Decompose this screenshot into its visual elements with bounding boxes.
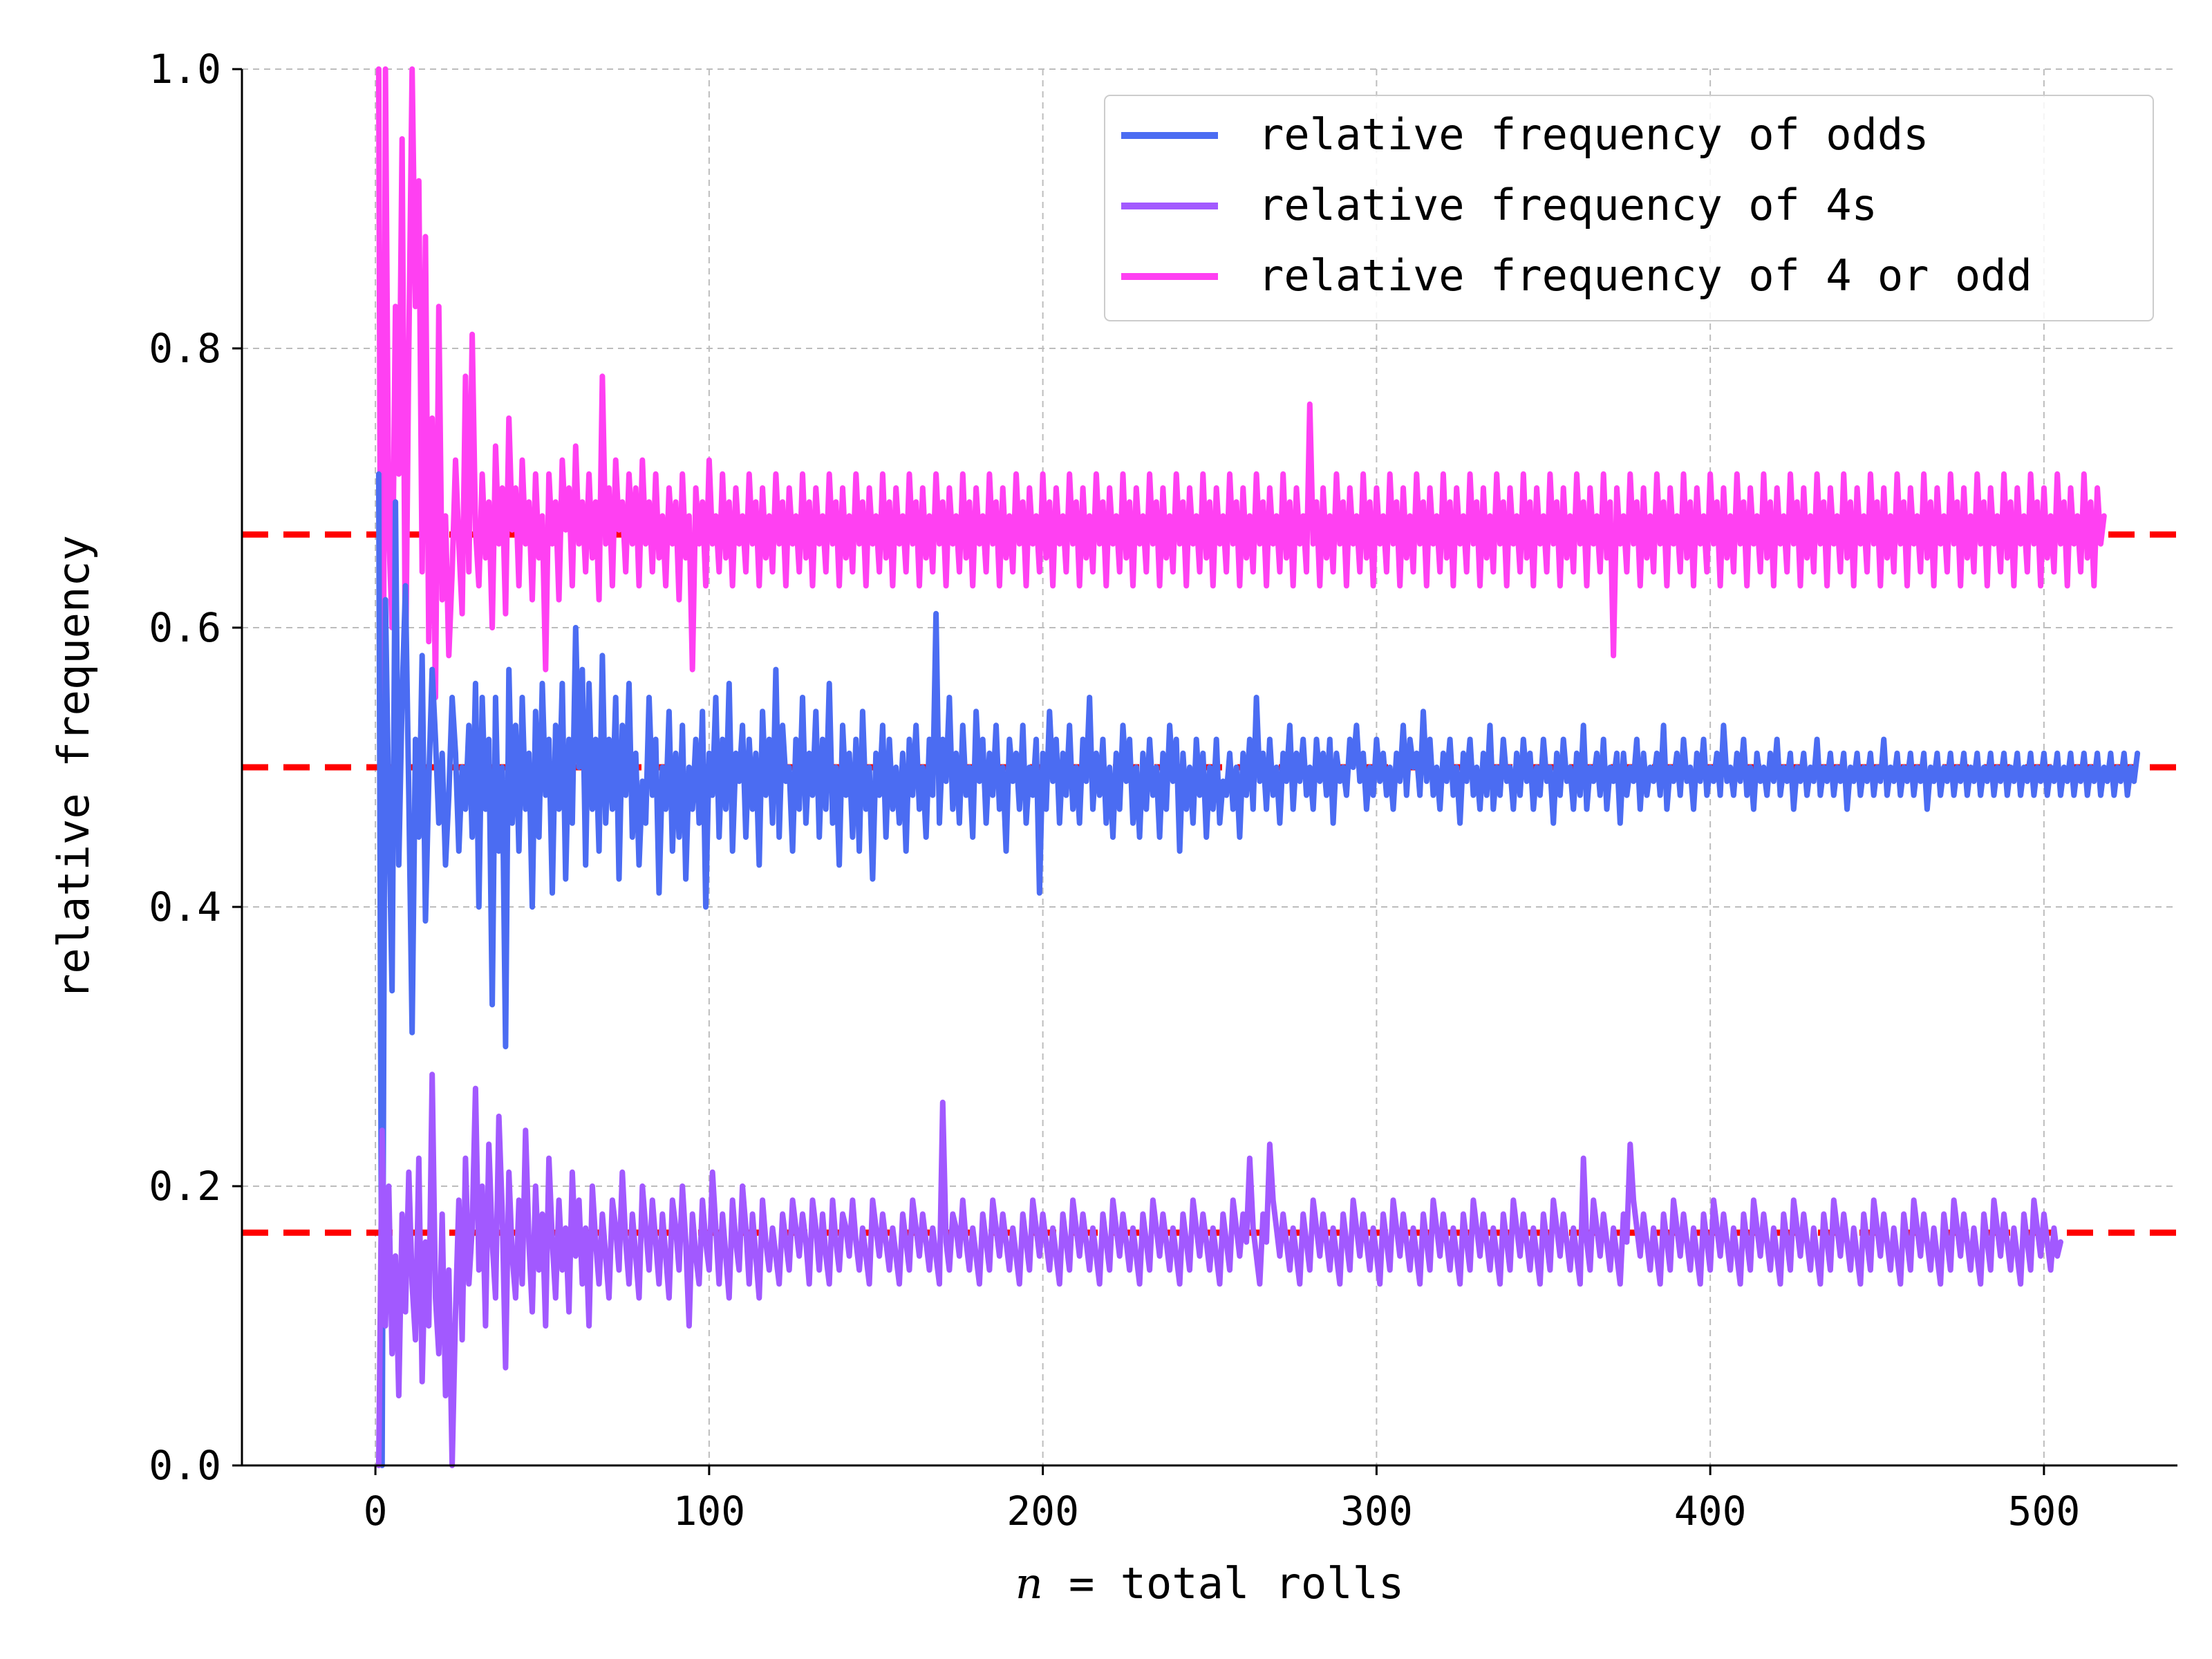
y-tick-label: 1.0 — [149, 46, 221, 93]
x-tick-label: 200 — [1006, 1488, 1079, 1535]
x-tick-label: 400 — [1674, 1488, 1747, 1535]
legend: relative frequency of odds relative freq… — [1104, 95, 2154, 321]
x-axis-title-equals: = — [1043, 1558, 1121, 1609]
series-lines — [375, 66, 2141, 1468]
y-tick-label: 0.4 — [149, 883, 221, 930]
x-tick-label: 300 — [1340, 1488, 1413, 1535]
x-axis-title: n = total rolls — [1015, 1558, 1405, 1609]
x-axis-title-variable: n — [1015, 1558, 1043, 1609]
x-tick-label: 0 — [364, 1488, 388, 1535]
axes — [241, 69, 2177, 1467]
legend-label-odds: relative frequency of odds — [1258, 109, 1929, 160]
ticks: 0 100 200 300 400 500 0.0 0.2 0.4 0.6 0.8 1.0 — [149, 46, 2080, 1535]
y-tick-label: 0.0 — [149, 1442, 221, 1489]
fours-series-line — [375, 1071, 2063, 1468]
legend-label-fours: relative frequency of 4s — [1258, 180, 1877, 230]
x-tick-label: 100 — [673, 1488, 745, 1535]
legend-label-four-or-odd: relative frequency of 4 or odd — [1258, 250, 2032, 301]
y-tick-label: 0.6 — [149, 604, 221, 651]
four-or-odd-series-line — [375, 66, 2107, 1119]
odds-series-line — [375, 471, 2141, 1468]
x-axis-title-text: total rolls — [1121, 1558, 1405, 1609]
legend-frame — [1104, 95, 2154, 321]
x-tick-label: 500 — [2008, 1488, 2081, 1535]
y-axis-title: relative frequency — [48, 535, 99, 1000]
y-tick-label: 0.8 — [149, 325, 221, 372]
y-tick-label: 0.2 — [149, 1163, 221, 1210]
